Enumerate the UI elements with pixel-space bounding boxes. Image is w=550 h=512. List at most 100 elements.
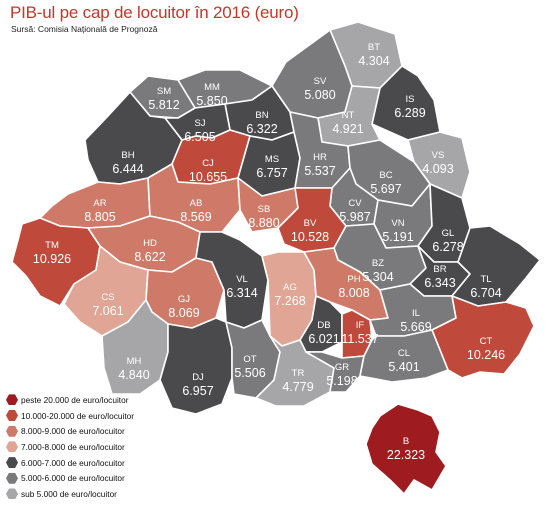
legend-swatch [6, 410, 18, 422]
legend-swatch [6, 441, 18, 453]
map-source: Sursă: Comisia Națională de Prognoză [11, 24, 158, 34]
map-title: PIB-ul pe cap de locuitor în 2016 (euro) [10, 3, 299, 22]
county-value-label: 4.304 [358, 54, 389, 68]
county-code-label: BT [368, 42, 380, 53]
legend-swatch [6, 488, 18, 500]
legend-label: 7.000-8.000 de euro/locuitor [21, 441, 125, 452]
county-code-label: BH [121, 150, 134, 161]
legend-label: peste 20.000 de euro/locuitor [21, 394, 129, 405]
county-value-label: 7.061 [92, 304, 123, 318]
county-code-label: BZ [372, 258, 384, 269]
county-value-label: 5.987 [339, 210, 370, 224]
county-shapes [11, 21, 541, 495]
county-code-label: TM [45, 240, 59, 251]
county-value-label: 6.957 [182, 384, 213, 398]
legend-label: 10.000-20.000 de euro/locuitor [21, 410, 135, 421]
county-code-label: CS [101, 292, 114, 303]
county-value-label: 5.080 [304, 88, 335, 102]
county-value-label: 6.021 [308, 332, 339, 346]
legend-swatch [6, 394, 18, 406]
legend-item: sub 5.000 de euro/locuitor [6, 486, 134, 502]
county-code-label: TL [480, 274, 491, 285]
county-value-label: 4.921 [332, 122, 363, 136]
county-code-label: BN [255, 110, 268, 121]
county-code-label: MS [265, 154, 279, 165]
county-code-label: BR [433, 264, 446, 275]
county-code-label: B [403, 436, 409, 447]
county-code-label: CT [480, 336, 493, 347]
county-code-label: CL [398, 348, 410, 359]
county-dj [159, 317, 233, 415]
county-value-label: 6.505 [184, 130, 215, 144]
county-value-label: 5.191 [382, 230, 413, 244]
county-value-label: 5.850 [196, 94, 227, 108]
legend-label: 5.000-6.000 de euro/locuitor [21, 473, 125, 484]
county-value-label: 6.757 [256, 166, 287, 180]
county-code-label: CV [348, 198, 362, 209]
county-tl [451, 225, 541, 307]
county-code-label: AG [283, 282, 297, 293]
county-code-label: AB [190, 198, 203, 209]
county-value-label: 4.093 [422, 162, 453, 176]
county-value-label: 8.008 [338, 286, 369, 300]
county-code-label: DJ [192, 372, 204, 383]
county-code-label: HR [313, 152, 327, 163]
county-value-label: 7.268 [274, 294, 305, 308]
legend-item: 7.000-8.000 de euro/locuitor [6, 439, 134, 455]
county-code-label: GR [335, 362, 349, 373]
county-code-label: DB [317, 320, 330, 331]
county-code-label: SV [314, 76, 327, 87]
legend-item: 6.000-7.000 de euro/locuitor [6, 455, 134, 471]
county-value-label: 5.537 [304, 164, 335, 178]
county-code-label: OT [243, 354, 256, 365]
county-value-label: 8.622 [134, 250, 165, 264]
county-code-label: AR [93, 198, 106, 209]
county-code-label: CJ [202, 158, 214, 169]
county-code-label: VS [432, 150, 445, 161]
county-labels: BT4.304IS6.289VS4.093SV5.080NT4.921MM5.8… [33, 42, 505, 462]
county-code-label: IS [406, 94, 415, 105]
county-value-label: 4.779 [282, 380, 313, 394]
legend-label: 6.000-7.000 de euro/locuitor [21, 457, 125, 468]
county-code-label: MH [127, 356, 142, 367]
county-value-label: 8.569 [180, 210, 211, 224]
county-code-label: GL [442, 228, 455, 239]
legend-swatch [6, 472, 18, 484]
county-b [365, 403, 447, 495]
county-value-label: 6.289 [394, 106, 425, 120]
legend-swatch [6, 457, 18, 469]
county-code-label: IL [412, 308, 420, 319]
county-value-label: 8.880 [248, 216, 279, 230]
county-code-label: SJ [194, 118, 205, 129]
county-value-label: 5.506 [234, 366, 265, 380]
county-code-label: SB [258, 204, 271, 215]
county-value-label: 8.805 [84, 210, 115, 224]
county-value-label: 6.322 [246, 122, 277, 136]
county-code-label: MM [204, 82, 220, 93]
legend: peste 20.000 de euro/locuitor 10.000-20.… [6, 392, 134, 502]
county-value-label: 5.669 [400, 320, 431, 334]
county-value-label: 6.278 [432, 240, 463, 254]
county-cl [359, 329, 449, 383]
county-value-label: 11.537 [341, 332, 378, 346]
county-code-label: GJ [178, 294, 190, 305]
county-is [371, 65, 441, 141]
county-value-label: 5.401 [388, 360, 419, 374]
legend-item: 10.000-20.000 de euro/locuitor [6, 408, 134, 424]
county-value-label: 10.655 [189, 170, 227, 184]
county-value-label: 5.304 [362, 270, 393, 284]
county-value-label: 6.704 [470, 286, 501, 300]
county-value-label: 5.812 [148, 98, 179, 112]
county-code-label: HD [143, 238, 157, 249]
county-value-label: 4.840 [118, 368, 149, 382]
county-code-label: VN [391, 218, 404, 229]
county-vl [195, 231, 269, 329]
county-value-label: 10.246 [467, 348, 505, 362]
county-code-label: PH [347, 274, 360, 285]
county-code-label: NT [342, 110, 355, 121]
county-code-label: SM [157, 86, 171, 97]
legend-label: 8.000-9.000 de euro/locuitor [21, 426, 125, 437]
legend-item: peste 20.000 de euro/locuitor [6, 392, 134, 408]
